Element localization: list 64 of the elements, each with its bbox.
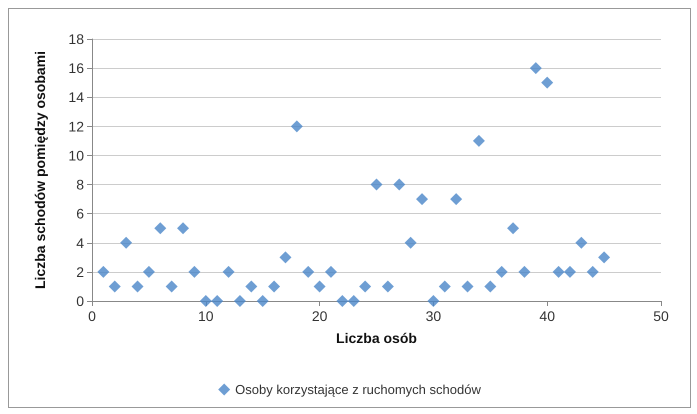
x-tick-label: 30	[426, 308, 442, 324]
point	[586, 266, 599, 278]
y-tick-label: 4	[76, 234, 84, 251]
point	[222, 266, 235, 278]
point	[496, 266, 508, 278]
point	[290, 120, 303, 132]
y-tick-label: 0	[76, 293, 84, 309]
point	[348, 295, 360, 307]
point	[598, 251, 610, 264]
point	[142, 266, 155, 278]
point	[234, 295, 246, 307]
point	[472, 134, 485, 147]
y-tick-label: 10	[68, 147, 84, 164]
x-tick-label: 10	[198, 308, 214, 324]
y-tick-label: 16	[68, 60, 84, 76]
point	[108, 280, 121, 292]
point	[382, 280, 394, 292]
point	[200, 295, 212, 307]
point	[154, 222, 166, 234]
point	[97, 266, 110, 278]
point	[324, 266, 337, 278]
point	[552, 266, 565, 278]
y-axis-title: Liczba schodów pomiędzy osobami	[32, 50, 48, 290]
point	[416, 193, 428, 206]
point	[564, 266, 576, 278]
point	[393, 178, 406, 191]
point	[575, 236, 588, 249]
point	[530, 62, 542, 74]
point	[166, 280, 178, 292]
point	[245, 280, 258, 292]
point	[450, 193, 462, 206]
point	[256, 295, 269, 307]
y-tick-label: 6	[76, 206, 84, 222]
point	[359, 280, 372, 292]
y-tick-label: 18	[68, 31, 84, 47]
point	[302, 266, 314, 278]
point	[314, 280, 326, 292]
y-tick-label: 2	[76, 264, 84, 280]
point	[370, 178, 382, 191]
x-tick-label: 40	[539, 308, 556, 324]
point	[132, 280, 144, 292]
point	[518, 266, 530, 278]
y-tick-label: 14	[68, 89, 84, 106]
point	[404, 236, 417, 249]
x-tick-label: 20	[312, 308, 328, 324]
point	[462, 280, 474, 292]
x-tick-label: 0	[88, 308, 96, 324]
point	[427, 295, 440, 307]
y-tick-label: 8	[76, 176, 84, 193]
point	[484, 280, 496, 292]
x-tick-label: 50	[653, 308, 669, 324]
y-tick-label: 12	[68, 118, 84, 134]
point	[268, 280, 280, 292]
x-axis-title: Liczba osób	[336, 330, 417, 346]
point	[188, 266, 200, 278]
point	[541, 76, 554, 89]
legend-label: Osoby korzystające z ruchomych schodów	[235, 382, 482, 397]
point	[336, 295, 348, 307]
point	[507, 222, 520, 234]
point	[438, 280, 451, 292]
point	[211, 295, 224, 307]
point	[120, 236, 132, 249]
point	[279, 251, 292, 264]
point	[177, 222, 190, 234]
